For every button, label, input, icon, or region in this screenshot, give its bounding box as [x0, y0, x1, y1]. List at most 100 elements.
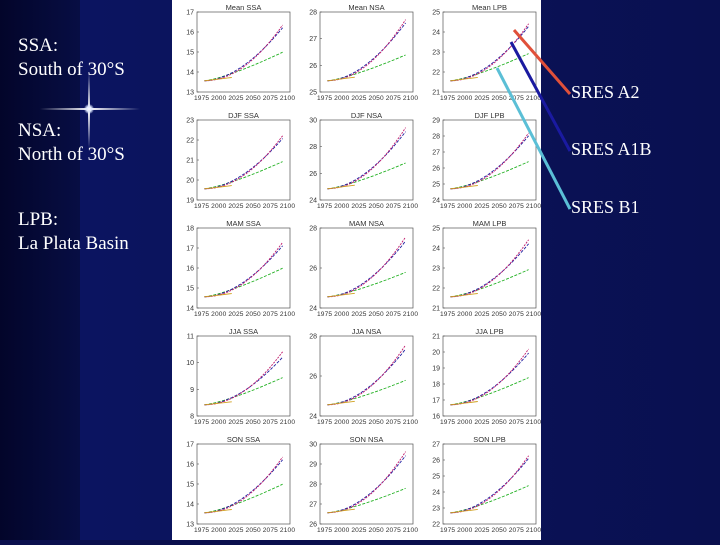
y-tick-label: 18	[186, 226, 194, 233]
series-observed-line	[450, 401, 478, 406]
x-tick-labels: 1975 2000 2025 2050 2075 2100	[317, 527, 418, 534]
series-observed-line	[204, 293, 232, 298]
y-tick-label: 21	[186, 158, 194, 165]
y-tick-label: 9	[190, 387, 194, 394]
figure-panel-grid: Mean SSA 13 14 15 16 17 1975 2000 2025 2050 20…	[172, 0, 541, 540]
panel-3: Mean LPB 21 22 23 24 25 1975 2000 2025 2050 20…	[432, 3, 541, 102]
y-tick-label: 22	[432, 286, 440, 293]
panel-6: DJF LPB 24 25 26 27 28 29 1975 2000 2025 2050 2…	[432, 111, 541, 210]
panel-2: Mean NSA 25 26 27 28 1975 2000 2025 2050 2075…	[309, 3, 418, 102]
y-tick-label: 17	[186, 442, 194, 449]
panel-axes-box	[196, 335, 291, 417]
y-tick-label: 23	[186, 118, 194, 125]
y-tick-label: 28	[309, 482, 317, 489]
x-tick-labels: 1975 2000 2025 2050 2075 2100	[440, 311, 541, 318]
series-a1b-line	[450, 352, 529, 406]
series-a1b-line	[204, 138, 283, 190]
series-a2-line	[450, 455, 529, 514]
y-tick-label: 25	[309, 90, 317, 97]
y-tick-label: 27	[432, 150, 440, 157]
y-tick-label: 26	[309, 522, 317, 529]
series-a1b-line	[327, 240, 406, 298]
series-b1-line	[204, 267, 283, 298]
y-tick-label: 17	[432, 398, 440, 405]
panel-title: Mean LPB	[472, 3, 507, 12]
series-a2-line	[450, 23, 529, 82]
series-b1-line	[450, 269, 529, 298]
y-tick-label: 26	[309, 266, 317, 273]
panel-title: DJF LPB	[474, 111, 504, 120]
y-tick-label: 24	[309, 306, 317, 313]
panel-14: SON NSA 26 27 28 29 30 1975 2000 2025 2050 207…	[309, 435, 418, 534]
label-nsa-abbrev: NSA:	[18, 120, 62, 141]
series-a1b-line	[204, 245, 283, 298]
series-a2-line	[327, 344, 406, 406]
x-tick-labels: 1975 2000 2025 2050 2075 2100	[317, 311, 418, 318]
y-tick-label: 18	[432, 382, 440, 389]
series-a2-line	[204, 351, 283, 406]
y-tick-label: 22	[432, 522, 440, 529]
y-tick-label: 28	[309, 334, 317, 341]
y-tick-label: 13	[186, 90, 194, 97]
y-tick-label: 17	[186, 10, 194, 17]
y-tick-label: 15	[186, 482, 194, 489]
panel-4: DJF SSA 19 20 21 22 23 1975 2000 2025 2050 207…	[186, 111, 295, 210]
x-tick-labels: 1975 2000 2025 2050 2075 2100	[440, 527, 541, 534]
panel-10: JJA SSA 8 9 10 11 1975 2000 2025 2050 2075 21…	[186, 327, 295, 426]
panel-9: MAM LPB 21 22 23 24 25 1975 2000 2025 2050 207…	[432, 219, 541, 318]
panel-1: Mean SSA 13 14 15 16 17 1975 2000 2025 2050 20…	[186, 3, 295, 102]
series-a2-line	[204, 24, 283, 82]
y-tick-label: 28	[309, 226, 317, 233]
y-tick-label: 19	[432, 366, 440, 373]
y-tick-label: 30	[309, 118, 317, 125]
panel-11: JJA NSA 24 26 28 1975 2000 2025 2050 2075 21…	[309, 327, 418, 426]
y-tick-label: 16	[432, 414, 440, 421]
panel-axes-box	[442, 443, 537, 525]
series-b1-line	[450, 53, 529, 82]
series-b1-line	[327, 487, 406, 514]
y-tick-label: 23	[432, 506, 440, 513]
label-lpb-desc: La Plata Basin	[18, 233, 129, 254]
y-tick-label: 28	[309, 144, 317, 151]
label-lpb-abbrev: LPB:	[18, 209, 59, 230]
x-tick-labels: 1975 2000 2025 2050 2075 2100	[317, 95, 418, 102]
x-tick-labels: 1975 2000 2025 2050 2075 2100	[194, 419, 295, 426]
panel-title: Mean NSA	[348, 3, 384, 12]
label-ssa-abbrev: SSA:	[18, 35, 59, 56]
y-tick-label: 14	[186, 70, 194, 77]
y-tick-label: 25	[432, 182, 440, 189]
panel-title: JJA SSA	[229, 327, 258, 336]
y-tick-label: 22	[432, 70, 440, 77]
y-tick-label: 21	[432, 334, 440, 341]
series-a1b-line	[327, 131, 406, 190]
panel-title: JJA LPB	[475, 327, 503, 336]
series-b1-line	[450, 485, 529, 514]
x-tick-labels: 1975 2000 2025 2050 2075 2100	[317, 203, 418, 210]
x-tick-labels: 1975 2000 2025 2050 2075 2100	[440, 419, 541, 426]
y-tick-label: 11	[187, 334, 194, 341]
series-a1b-line	[204, 356, 283, 406]
panel-title: MAM NSA	[349, 219, 384, 228]
y-tick-label: 17	[186, 246, 194, 253]
x-tick-labels: 1975 2000 2025 2050 2075 2100	[194, 203, 295, 210]
series-b1-line	[204, 51, 283, 82]
y-tick-label: 27	[309, 502, 317, 509]
y-tick-label: 26	[432, 458, 440, 465]
series-a2-line	[327, 127, 406, 190]
figure-svg: Mean SSA 13 14 15 16 17 1975 2000 2025 2050 20…	[186, 3, 541, 534]
y-tick-label: 15	[186, 286, 194, 293]
x-tick-labels: 1975 2000 2025 2050 2075 2100	[440, 203, 541, 210]
series-observed-line	[327, 76, 355, 82]
series-b1-line	[450, 377, 529, 406]
label-ssa-desc: South of 30°S	[18, 59, 125, 80]
y-tick-label: 24	[432, 246, 440, 253]
y-tick-label: 27	[432, 442, 440, 449]
series-b1-line	[204, 377, 283, 406]
series-observed-line	[450, 76, 478, 82]
x-tick-labels: 1975 2000 2025 2050 2075 2100	[194, 311, 295, 318]
x-tick-labels: 1975 2000 2025 2050 2075 2100	[317, 419, 418, 426]
series-a2-line	[450, 348, 529, 406]
y-tick-label: 29	[432, 118, 440, 125]
series-a1b-line	[327, 22, 406, 82]
panel-axes-box	[442, 335, 537, 417]
